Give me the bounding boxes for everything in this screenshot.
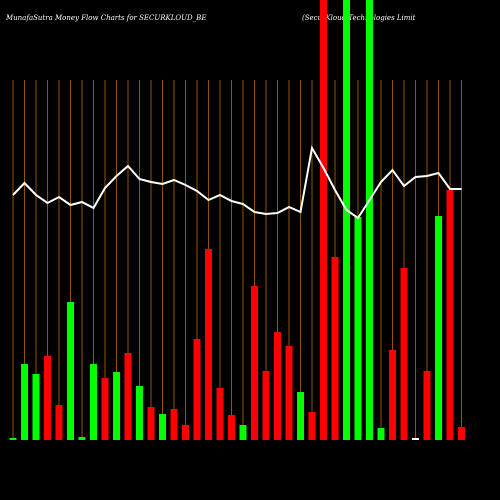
bar: [435, 216, 442, 440]
bar: [193, 339, 201, 440]
bar: [9, 438, 17, 440]
bar: [274, 332, 281, 440]
bar: [308, 412, 316, 440]
bar: [458, 427, 465, 440]
bar: [113, 372, 120, 440]
bar: [320, 0, 327, 440]
bar: [366, 0, 373, 440]
bar: [159, 414, 166, 440]
bar: [78, 437, 86, 440]
bar: [32, 374, 40, 440]
bar: [343, 0, 350, 440]
bar: [216, 388, 224, 440]
bar: [423, 371, 431, 440]
plot: [9, 0, 465, 440]
bar: [400, 268, 408, 440]
bar: [412, 438, 419, 440]
bar: [228, 415, 235, 440]
bar: [90, 364, 97, 440]
bar: [297, 392, 304, 440]
chart-title: MunafaSutra Money Flow Charts for SECURK…: [5, 14, 206, 22]
bar: [21, 364, 28, 440]
bar: [101, 378, 109, 440]
bar: [182, 425, 189, 440]
bar: [239, 425, 247, 440]
money-flow-line: [12, 145, 462, 220]
bar: [446, 190, 454, 440]
bar: [67, 302, 74, 440]
bar: [55, 405, 63, 440]
bar: [389, 350, 396, 440]
bar: [285, 346, 293, 440]
bar: [331, 257, 339, 440]
chart-subtitle: (SecurKloud Technologies Limit: [302, 14, 416, 22]
bar: [136, 386, 143, 440]
bar: [147, 407, 155, 440]
bar: [170, 409, 178, 440]
bar: [44, 356, 51, 440]
bar: [262, 371, 270, 440]
bar: [124, 353, 132, 440]
bar: [377, 428, 385, 440]
bar: [205, 249, 212, 440]
bar: [251, 286, 258, 440]
bar: [354, 217, 362, 440]
